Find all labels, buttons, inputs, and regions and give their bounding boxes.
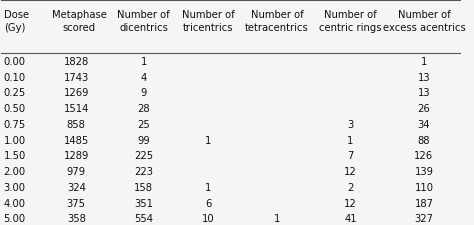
Text: Metaphase
scored: Metaphase scored: [52, 10, 107, 32]
Text: Number of
tricentrics: Number of tricentrics: [182, 10, 235, 32]
Text: 13: 13: [418, 72, 430, 82]
Text: 0.10: 0.10: [4, 72, 26, 82]
Text: 28: 28: [137, 104, 150, 114]
Text: 858: 858: [67, 119, 86, 129]
Text: 41: 41: [344, 214, 357, 223]
Text: 158: 158: [134, 182, 153, 192]
Text: 324: 324: [67, 182, 86, 192]
Text: 1743: 1743: [64, 72, 89, 82]
Text: 0.75: 0.75: [4, 119, 26, 129]
Text: 4: 4: [141, 72, 147, 82]
Text: 3.00: 3.00: [4, 182, 26, 192]
Text: 3: 3: [347, 119, 354, 129]
Text: 6: 6: [205, 198, 211, 208]
Text: 25: 25: [137, 119, 150, 129]
Text: 225: 225: [134, 151, 153, 161]
Text: 99: 99: [137, 135, 150, 145]
Text: Number of
centric rings: Number of centric rings: [319, 10, 382, 32]
Text: 187: 187: [414, 198, 433, 208]
Text: 554: 554: [134, 214, 153, 223]
Text: 0.50: 0.50: [4, 104, 26, 114]
Text: 327: 327: [414, 214, 433, 223]
Text: 26: 26: [418, 104, 430, 114]
Text: 1485: 1485: [64, 135, 89, 145]
Text: 0.25: 0.25: [4, 88, 26, 98]
Text: 1: 1: [347, 135, 354, 145]
Text: 12: 12: [344, 166, 357, 176]
Text: 1269: 1269: [64, 88, 89, 98]
Text: 110: 110: [414, 182, 433, 192]
Text: 126: 126: [414, 151, 433, 161]
Text: 1: 1: [274, 214, 280, 223]
Text: 2.00: 2.00: [4, 166, 26, 176]
Text: 34: 34: [418, 119, 430, 129]
Text: 223: 223: [134, 166, 153, 176]
Text: 139: 139: [414, 166, 433, 176]
Text: 88: 88: [418, 135, 430, 145]
Text: 1514: 1514: [64, 104, 89, 114]
Text: 9: 9: [141, 88, 147, 98]
Text: 2: 2: [347, 182, 354, 192]
Text: 1: 1: [205, 182, 211, 192]
Text: 351: 351: [134, 198, 153, 208]
Text: 1: 1: [141, 56, 147, 67]
Text: 7: 7: [347, 151, 354, 161]
Text: 5.00: 5.00: [4, 214, 26, 223]
Text: Dose
(Gy): Dose (Gy): [4, 10, 29, 32]
Text: 1: 1: [205, 135, 211, 145]
Text: Number of
tetracentrics: Number of tetracentrics: [245, 10, 309, 32]
Text: 1.00: 1.00: [4, 135, 26, 145]
Text: Number of
excess acentrics: Number of excess acentrics: [383, 10, 465, 32]
Text: 0.00: 0.00: [4, 56, 26, 67]
Text: 4.00: 4.00: [4, 198, 26, 208]
Text: 12: 12: [344, 198, 357, 208]
Text: 1.50: 1.50: [4, 151, 26, 161]
Text: 10: 10: [202, 214, 214, 223]
Text: Number of
dicentrics: Number of dicentrics: [118, 10, 170, 32]
Text: 1289: 1289: [64, 151, 89, 161]
Text: 1: 1: [421, 56, 427, 67]
Text: 979: 979: [67, 166, 86, 176]
Text: 13: 13: [418, 88, 430, 98]
Text: 1828: 1828: [64, 56, 89, 67]
Text: 358: 358: [67, 214, 86, 223]
Text: 375: 375: [67, 198, 86, 208]
